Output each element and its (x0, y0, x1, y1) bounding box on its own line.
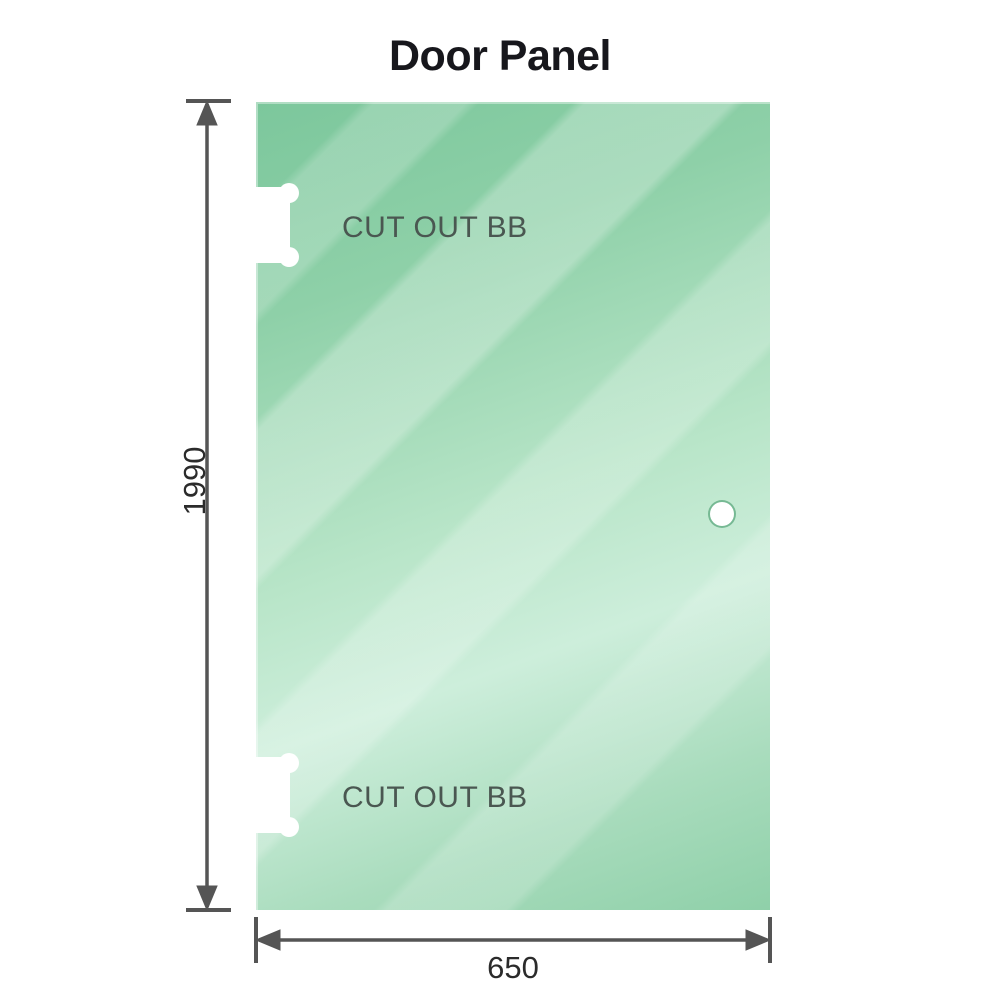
width-arrow-left (254, 929, 281, 951)
cutout-lobe-top-lower (279, 247, 299, 267)
height-dimension-label: 1990 (177, 446, 212, 516)
width-dimension-label: 650 (487, 950, 539, 985)
cutout-notch-bottom (255, 752, 299, 837)
cutout-body-top (255, 187, 290, 263)
width-arrow-right (745, 929, 772, 951)
door-panel[interactable]: CUT OUT BB CUT OUT BB (255, 102, 770, 910)
height-arrow-bottom (196, 885, 218, 912)
handle-hole (710, 502, 734, 526)
height-arrow-top (196, 99, 218, 126)
cutout-label-top: CUT OUT BB (342, 211, 528, 244)
cutout-lobe-top-upper (279, 183, 299, 203)
cutout-notch-top (255, 182, 299, 267)
page-title: Door Panel (389, 32, 612, 80)
cutout-label-bottom: CUT OUT BB (342, 781, 528, 814)
cutout-lobe-bottom-upper (279, 753, 299, 773)
cutout-lobe-bottom-lower (279, 817, 299, 837)
cutout-body-bottom (255, 757, 290, 833)
